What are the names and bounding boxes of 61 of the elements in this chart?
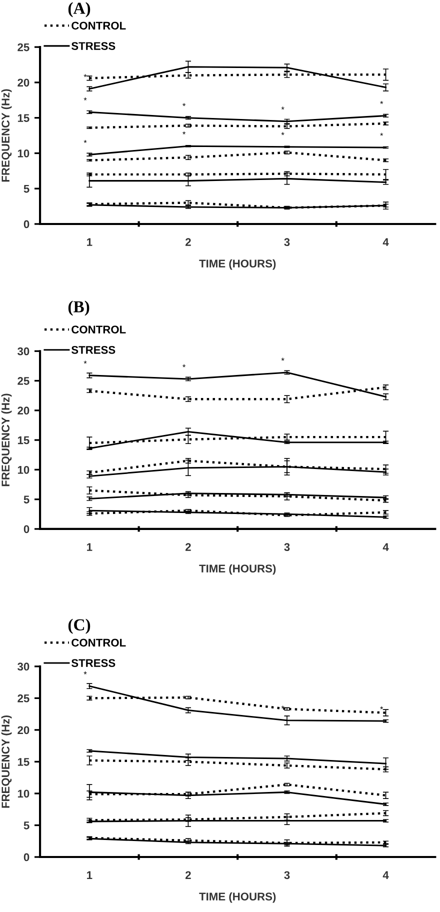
y-tick-label: 30 xyxy=(18,662,30,671)
annotation: * xyxy=(84,74,87,78)
x-tick-label: 3 xyxy=(284,543,290,552)
annotation: * xyxy=(84,140,87,143)
x-tick-label: 1 xyxy=(87,238,92,246)
legend-label: CONTROL xyxy=(72,326,126,334)
annotation: * xyxy=(281,132,284,136)
chart-title: (C) xyxy=(68,618,90,634)
y-tick-label: 5 xyxy=(24,822,30,830)
y-axis-title: FREQUENCY (Hz) xyxy=(1,89,12,182)
legend-label: CONTROL xyxy=(72,638,126,647)
legend-label: CONTROL xyxy=(72,22,126,30)
legend-label: STRESS xyxy=(71,42,116,50)
x-tick-label: 2 xyxy=(186,871,191,879)
y-tick-label: 30 xyxy=(18,347,30,356)
y-tick-label: 15 xyxy=(18,114,30,122)
annotation: * xyxy=(380,101,384,104)
y-tick-label: 25 xyxy=(18,377,30,385)
y-tick-label: 20 xyxy=(18,78,30,87)
annotation: * xyxy=(84,360,87,364)
y-axis-title: FREQUENCY (Hz) xyxy=(1,715,12,808)
x-tick-label: 1 xyxy=(87,871,92,879)
y-tick-label: 15 xyxy=(18,436,30,444)
annotation: * xyxy=(84,97,87,100)
x-tick-label: 3 xyxy=(284,238,290,246)
y-tick-label: 15 xyxy=(18,758,30,766)
x-tick-label: 2 xyxy=(186,238,191,246)
y-tick-label: 25 xyxy=(18,43,30,52)
y-tick-label: 5 xyxy=(24,496,30,504)
x-axis-title: TIME (HOURS) xyxy=(199,564,276,575)
x-tick-label: 4 xyxy=(382,871,389,879)
x-tick-label: 4 xyxy=(382,238,389,246)
x-tick-label: 4 xyxy=(382,543,389,551)
legend-label: STRESS xyxy=(71,346,116,354)
annotation: * xyxy=(182,131,186,134)
x-axis-title: TIME (HOURS) xyxy=(199,892,276,903)
annotation: * xyxy=(182,103,186,106)
x-tick-label: 2 xyxy=(186,543,191,551)
y-tick-label: 20 xyxy=(18,406,30,415)
y-tick-label: 20 xyxy=(18,726,30,734)
x-tick-label: 1 xyxy=(87,543,92,551)
annotation: * xyxy=(281,106,284,110)
y-tick-label: 0 xyxy=(24,220,30,228)
legend-label: STRESS xyxy=(71,659,116,667)
annotation: * xyxy=(182,364,186,368)
y-tick-label: 10 xyxy=(18,466,30,474)
y-tick-label: 25 xyxy=(18,694,30,702)
x-axis-title: TIME (HOURS) xyxy=(199,259,276,270)
y-tick-label: 10 xyxy=(18,149,30,158)
x-tick-label: 3 xyxy=(284,871,290,880)
annotation: * xyxy=(380,132,384,136)
y-tick-label: 0 xyxy=(24,525,30,534)
y-tick-label: 10 xyxy=(18,790,30,798)
annotation: * xyxy=(380,706,384,710)
chart-title: (A) xyxy=(68,2,90,18)
annotation: * xyxy=(84,671,87,674)
chart-title: (B) xyxy=(68,300,90,316)
y-axis-title: FREQUENCY (Hz) xyxy=(1,394,12,486)
y-tick-label: 5 xyxy=(24,184,30,193)
y-tick-label: 0 xyxy=(24,853,30,862)
annotation: * xyxy=(281,358,284,361)
